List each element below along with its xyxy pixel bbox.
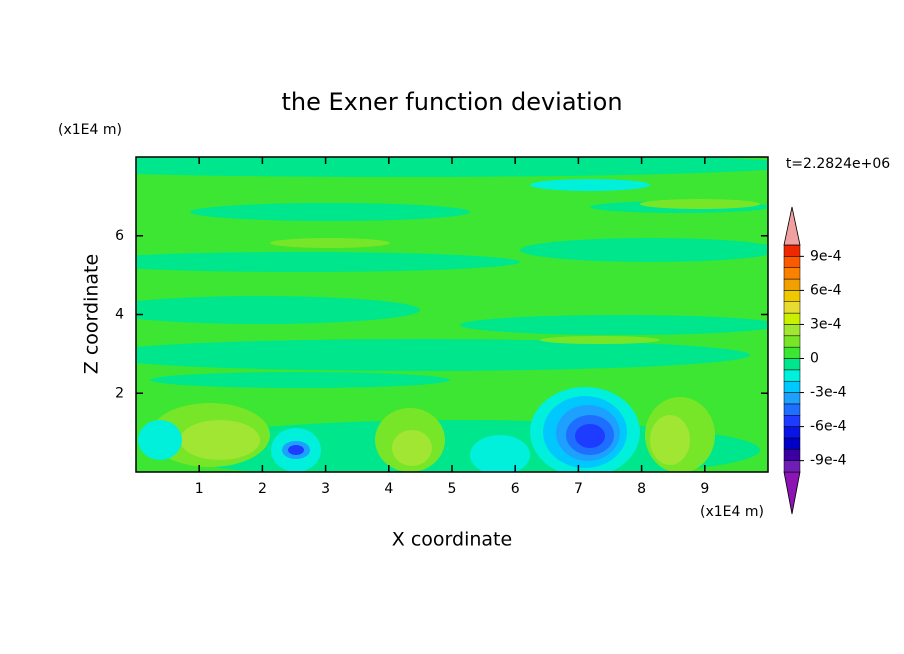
colorbar-box: [783, 256, 801, 268]
colorbar-box: [783, 312, 801, 325]
colorbar-box: [783, 267, 801, 280]
colorbar-box: [783, 449, 801, 461]
y-tick-label: 2: [115, 385, 124, 401]
contour-field: [136, 157, 768, 472]
colorbar-box: [783, 346, 801, 359]
x-tick-label: 7: [574, 481, 583, 497]
x-tick-label: 2: [258, 481, 267, 497]
colorbar-label: 9e-4: [810, 248, 842, 264]
x-tick-label: 4: [384, 481, 393, 497]
colorbar-box: [783, 335, 801, 348]
colorbar-box: [783, 460, 801, 473]
x-tick-label: 3: [321, 481, 330, 497]
colorbar-box: [783, 278, 801, 291]
colorbar-extend: [783, 206, 801, 246]
chart-title: the Exner function deviation: [281, 88, 622, 116]
x-axis-label: X coordinate: [392, 529, 512, 551]
y-tick-label: 6: [115, 228, 124, 244]
colorbar-box: [783, 392, 801, 405]
colorbar-box: [783, 290, 801, 302]
x-tick-label: 5: [448, 481, 457, 497]
colorbar-extend: [783, 471, 801, 515]
x-tick-label: 9: [700, 481, 709, 497]
colorbar-label: -3e-4: [810, 385, 847, 401]
colorbar-label: 6e-4: [810, 282, 842, 298]
colorbar-label: 0: [810, 351, 819, 367]
colorbar-box: [783, 369, 801, 382]
colorbar-box: [783, 437, 801, 450]
colorbar-label: 3e-4: [810, 316, 842, 332]
colorbar-box: [783, 403, 801, 416]
colorbar-box: [783, 358, 801, 371]
x-tick-label: 1: [195, 481, 204, 497]
y-axis-label: Z coordinate: [81, 254, 103, 374]
colorbar-box: [783, 244, 801, 257]
x-tick-label: 6: [511, 481, 520, 497]
colorbar-label: -6e-4: [810, 419, 847, 435]
x-unit: (x1E4 m): [700, 504, 764, 520]
colorbar-box: [783, 415, 801, 427]
colorbar-box: [783, 426, 801, 439]
colorbar-box: [783, 380, 801, 393]
colorbar-box: [783, 324, 801, 337]
colorbar-label: -9e-4: [810, 453, 847, 469]
y-unit: (x1E4 m): [58, 122, 122, 138]
time-annotation: t=2.2824e+06: [786, 156, 890, 172]
y-tick-label: 4: [115, 307, 124, 323]
x-tick-label: 8: [637, 481, 646, 497]
colorbar-box: [783, 301, 801, 314]
